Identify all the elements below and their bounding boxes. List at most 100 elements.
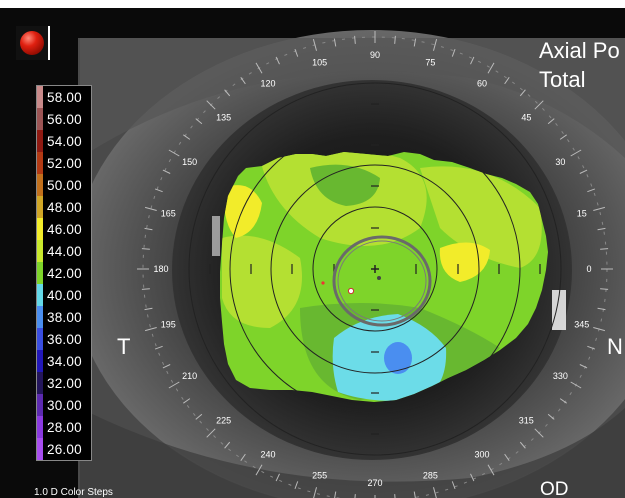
scale-swatch bbox=[37, 174, 43, 196]
angle-tick bbox=[294, 481, 299, 490]
zone-light-right bbox=[420, 166, 542, 268]
scale-value: 36.00 bbox=[47, 331, 82, 347]
zone-blue bbox=[384, 342, 412, 374]
angle-tick bbox=[313, 487, 317, 498]
angle-tick bbox=[451, 481, 456, 490]
angle-tick bbox=[154, 188, 163, 193]
angle-tick bbox=[141, 248, 150, 250]
angle-tick bbox=[206, 100, 216, 110]
angle-tick bbox=[413, 491, 416, 498]
scale-row: 42.00 bbox=[37, 262, 91, 284]
angle-tick bbox=[144, 307, 153, 311]
angle-label: 345 bbox=[574, 319, 589, 329]
scale-value: 44.00 bbox=[47, 243, 82, 259]
angle-tick bbox=[534, 428, 544, 438]
color-scale-legend: 58.00 56.00 54.00 52.00 50.00 48.00 46.00 44.00… bbox=[36, 85, 92, 461]
scale-swatch bbox=[37, 108, 43, 130]
scale-value: 28.00 bbox=[47, 419, 82, 435]
scale-row: 58.00 bbox=[37, 86, 91, 108]
scale-row: 56.00 bbox=[37, 108, 91, 130]
angle-label: 330 bbox=[553, 371, 568, 381]
scale-swatch bbox=[37, 394, 43, 416]
angle-label: 120 bbox=[260, 79, 275, 89]
angle-label: 165 bbox=[161, 209, 176, 219]
angle-tick bbox=[504, 453, 510, 461]
angle-label: 15 bbox=[577, 209, 587, 219]
angle-tick bbox=[255, 62, 263, 74]
scale-value: 46.00 bbox=[47, 221, 82, 237]
angle-tick bbox=[570, 149, 582, 157]
scale-value: 26.00 bbox=[47, 441, 82, 457]
reference-marker bbox=[321, 281, 325, 285]
angle-tick bbox=[547, 118, 555, 125]
angle-tick bbox=[504, 77, 510, 85]
ring-3 bbox=[229, 123, 521, 415]
angle-label: 210 bbox=[182, 371, 197, 381]
scale-swatch bbox=[37, 284, 43, 306]
scale-swatch bbox=[37, 262, 43, 284]
scale-row: 52.00 bbox=[37, 152, 91, 174]
temporal-label: T bbox=[117, 334, 131, 359]
scale-swatch bbox=[37, 240, 43, 262]
scale-swatch bbox=[37, 86, 43, 108]
angle-label: 150 bbox=[182, 157, 197, 167]
angle-tick bbox=[255, 464, 263, 476]
scale-value: 32.00 bbox=[47, 375, 82, 391]
concentric-rings bbox=[188, 82, 562, 456]
app-logo[interactable] bbox=[16, 26, 50, 60]
angle-tick bbox=[597, 227, 606, 231]
angle-tick bbox=[394, 494, 396, 498]
angle-label: 225 bbox=[216, 415, 231, 425]
angle-tick bbox=[240, 453, 246, 461]
scale-row: 40.00 bbox=[37, 284, 91, 306]
angle-tick bbox=[570, 381, 582, 389]
ring-1 bbox=[312, 206, 438, 332]
scale-row: 36.00 bbox=[37, 328, 91, 350]
angle-tick bbox=[162, 364, 171, 369]
color-steps-label: 1.0 D Color Steps bbox=[34, 487, 113, 498]
scale-value: 50.00 bbox=[47, 177, 82, 193]
angle-tick bbox=[195, 413, 203, 420]
angle-label: 195 bbox=[161, 319, 176, 329]
light-reflex-right bbox=[552, 290, 566, 330]
angle-tick bbox=[451, 48, 456, 57]
angle-label: 90 bbox=[370, 50, 380, 60]
angle-tick bbox=[559, 134, 567, 140]
scale-value: 42.00 bbox=[47, 265, 82, 281]
zone-yellow-left bbox=[223, 185, 262, 238]
scale-swatch bbox=[37, 306, 43, 328]
scale-row: 34.00 bbox=[37, 350, 91, 372]
map-subtitle: Total bbox=[539, 67, 586, 92]
crosshair-ticks bbox=[209, 103, 541, 435]
pupil-outline bbox=[332, 235, 432, 327]
zone-dark-upper bbox=[310, 164, 380, 206]
axial-power-map[interactable]: 0 15 30 45 60 75 90 105 120 135 150 165 180 195 210 225… bbox=[0, 8, 625, 498]
angle-tick bbox=[587, 188, 596, 193]
scale-swatch bbox=[37, 196, 43, 218]
vertex-marker bbox=[347, 287, 355, 295]
angle-tick bbox=[597, 307, 606, 311]
angle-tick bbox=[579, 364, 588, 369]
angle-label: 30 bbox=[555, 157, 565, 167]
angle-tick bbox=[162, 169, 171, 174]
angle-tick bbox=[433, 487, 437, 498]
lower-eyelid bbox=[80, 408, 625, 498]
angle-tick bbox=[579, 169, 588, 174]
scale-row: 44.00 bbox=[37, 240, 91, 262]
angle-tick bbox=[195, 118, 203, 125]
scale-swatch bbox=[37, 218, 43, 240]
scale-row: 54.00 bbox=[37, 130, 91, 152]
pupil-outline-inner bbox=[337, 240, 427, 322]
scale-row: 28.00 bbox=[37, 416, 91, 438]
angle-tick bbox=[206, 428, 216, 438]
angle-tick bbox=[354, 494, 356, 498]
angle-label: 45 bbox=[521, 113, 531, 123]
angle-tick bbox=[183, 398, 191, 404]
angle-tick bbox=[394, 35, 396, 44]
angle-tick bbox=[593, 206, 606, 211]
angle-tick bbox=[354, 35, 356, 44]
angle-tick bbox=[534, 100, 544, 110]
angle-tick bbox=[294, 48, 299, 57]
angle-tick bbox=[334, 491, 337, 498]
angle-tick bbox=[275, 56, 280, 65]
